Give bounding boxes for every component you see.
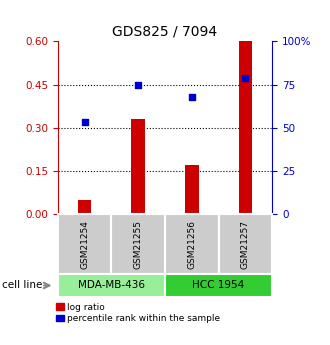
- Legend: log ratio, percentile rank within the sample: log ratio, percentile rank within the sa…: [56, 303, 220, 323]
- Point: [82, 120, 87, 125]
- Text: HCC 1954: HCC 1954: [192, 280, 245, 290]
- Point: [243, 75, 248, 80]
- Text: GSM21257: GSM21257: [241, 219, 250, 269]
- Text: GSM21256: GSM21256: [187, 219, 196, 269]
- Bar: [78, 199, 91, 214]
- Point: [189, 94, 194, 99]
- Bar: [239, 41, 252, 214]
- Bar: [131, 119, 145, 214]
- Title: GDS825 / 7094: GDS825 / 7094: [113, 25, 217, 39]
- Text: GSM21254: GSM21254: [80, 220, 89, 268]
- Text: cell line: cell line: [2, 280, 42, 290]
- Text: GSM21255: GSM21255: [134, 219, 143, 269]
- Point: [136, 82, 141, 87]
- Bar: [185, 165, 199, 214]
- Text: MDA-MB-436: MDA-MB-436: [78, 280, 145, 290]
